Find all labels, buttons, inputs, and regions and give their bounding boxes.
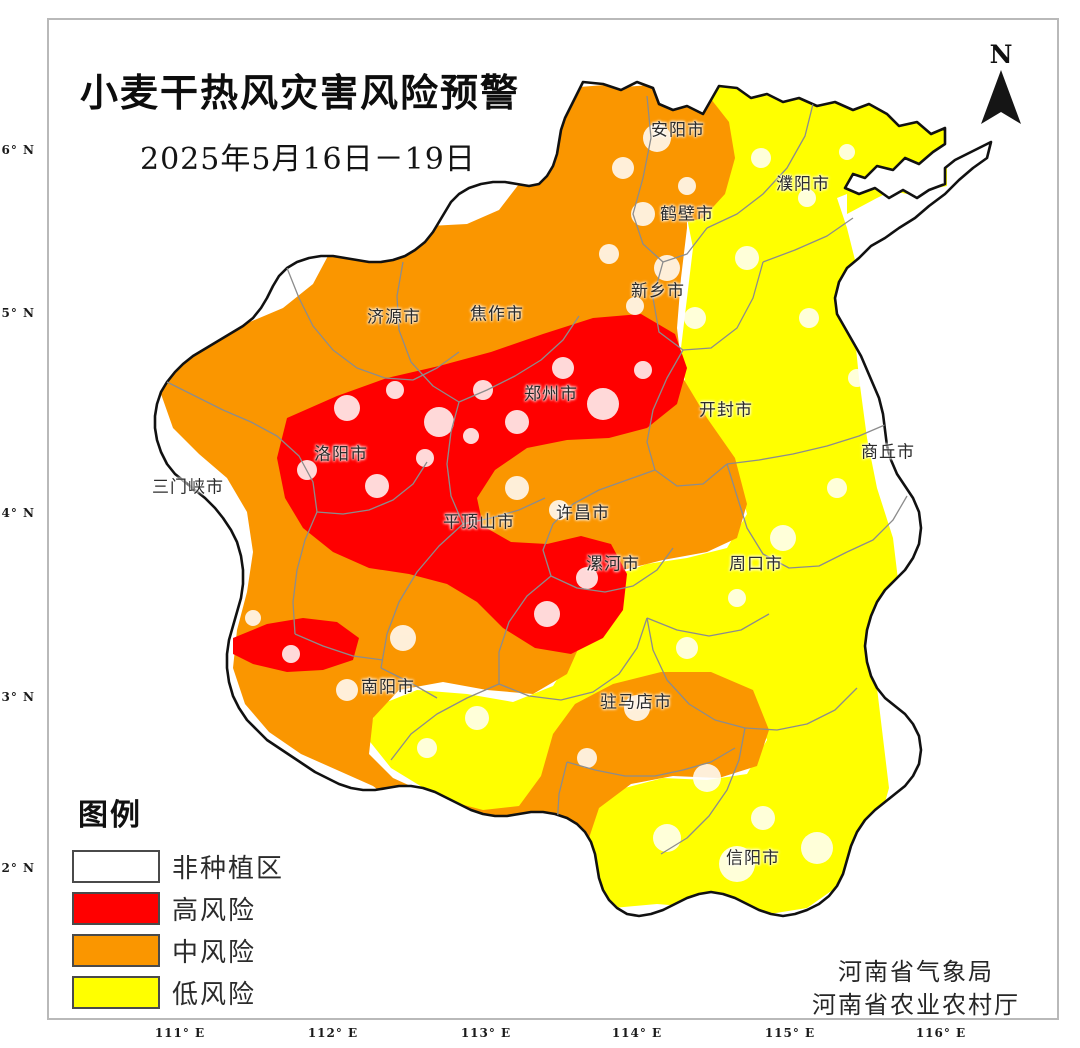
legend-label: 低风险 xyxy=(172,980,257,1010)
longitude-tick: 116° E xyxy=(915,1026,967,1040)
legend-title: 图例 xyxy=(78,798,142,833)
north-arrow-icon xyxy=(981,70,1021,124)
city-label: 商丘市 xyxy=(861,442,915,463)
latitude-tick: 32° N xyxy=(0,861,35,875)
legend-label: 中风险 xyxy=(172,938,257,968)
map-title: 小麦干热风灾害风险预警 xyxy=(80,71,521,115)
legend: 图例 非种植区高风险中风险低风险 xyxy=(72,790,342,1016)
longitude-tick: 114° E xyxy=(611,1026,663,1040)
city-label: 平顶山市 xyxy=(443,512,515,533)
legend-label: 高风险 xyxy=(172,896,257,926)
city-label: 开封市 xyxy=(699,400,753,421)
latitude-tick: 36° N xyxy=(0,143,35,157)
city-label: 焦作市 xyxy=(470,304,524,325)
legend-swatch xyxy=(72,892,160,925)
zone-low-risk xyxy=(367,82,947,916)
city-label: 濮阳市 xyxy=(776,174,830,195)
credits: 河南省气象局 河南省农业农村厅 xyxy=(812,956,1020,1022)
legend-item: 非种植区 xyxy=(72,848,342,885)
city-label: 周口市 xyxy=(729,554,783,575)
city-label: 三门峡市 xyxy=(152,477,224,498)
legend-label: 非种植区 xyxy=(172,854,285,884)
province-boundary xyxy=(153,80,993,918)
henan-risk-map xyxy=(153,80,993,918)
longitude-tick: 112° E xyxy=(307,1026,359,1040)
longitude-tick: 113° E xyxy=(460,1026,512,1040)
city-label: 安阳市 xyxy=(651,120,705,141)
latitude-tick: 34° N xyxy=(0,506,35,520)
zone-medium-risk-north xyxy=(603,84,735,226)
latitude-tick: 33° N xyxy=(0,690,35,704)
legend-item: 中风险 xyxy=(72,932,342,969)
city-label: 许昌市 xyxy=(556,503,610,524)
legend-swatch xyxy=(72,976,160,1009)
north-arrow-label: N xyxy=(989,40,1013,69)
legend-item: 低风险 xyxy=(72,974,342,1011)
longitude-tick: 115° E xyxy=(764,1026,816,1040)
latitude-tick: 35° N xyxy=(0,306,35,320)
city-label: 郑州市 xyxy=(524,384,578,405)
city-label: 信阳市 xyxy=(726,848,780,869)
city-label: 南阳市 xyxy=(361,677,415,698)
legend-swatch xyxy=(72,934,160,967)
zone-high-risk-nanyang xyxy=(233,618,359,672)
legend-item: 高风险 xyxy=(72,890,342,927)
city-label: 济源市 xyxy=(367,307,421,328)
city-label: 驻马店市 xyxy=(600,692,672,713)
city-label: 新乡市 xyxy=(631,281,685,302)
city-label: 洛阳市 xyxy=(314,444,368,465)
legend-rows: 非种植区高风险中风险低风险 xyxy=(72,848,342,1011)
city-label: 漯河市 xyxy=(586,554,640,575)
longitude-tick: 111° E xyxy=(154,1026,206,1040)
credits-line-2: 河南省农业农村厅 xyxy=(812,991,1020,1019)
city-label: 鹤壁市 xyxy=(660,204,714,225)
cropland-speckle-mask xyxy=(245,124,898,882)
map-subtitle: 2025年5月16日－19日 xyxy=(140,142,476,177)
legend-swatch xyxy=(72,850,160,883)
north-arrow: N xyxy=(975,42,1027,132)
credits-line-1: 河南省气象局 xyxy=(838,958,994,986)
prefecture-boundaries xyxy=(166,95,908,861)
